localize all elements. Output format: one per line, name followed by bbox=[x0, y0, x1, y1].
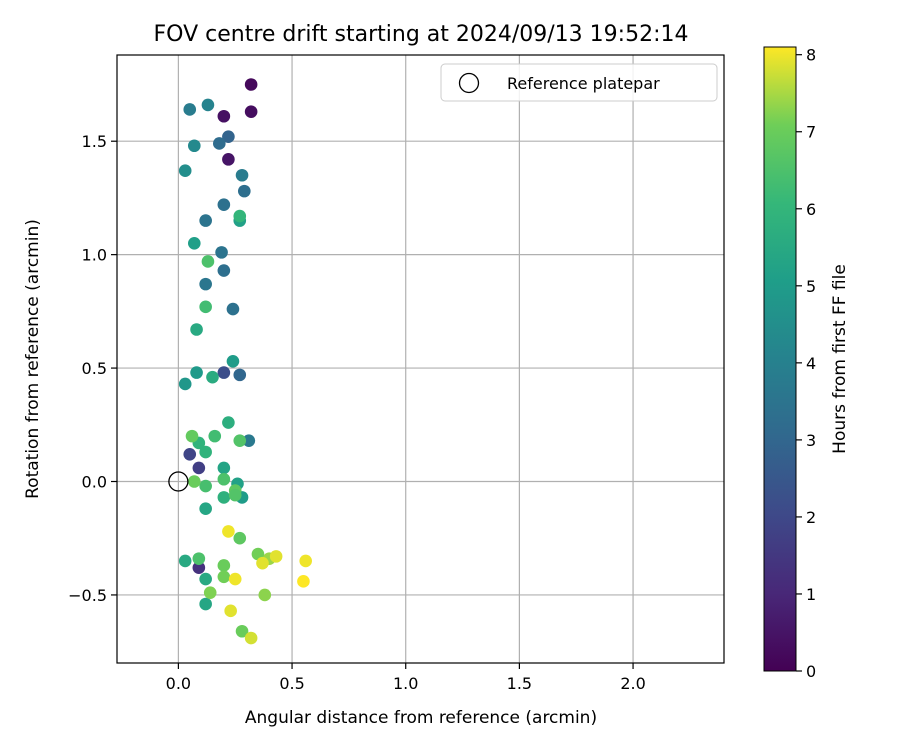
data-point bbox=[213, 137, 226, 150]
data-point bbox=[199, 300, 212, 314]
data-point bbox=[217, 472, 231, 486]
data-point bbox=[226, 354, 240, 368]
data-point bbox=[244, 631, 258, 645]
data-point bbox=[178, 554, 192, 568]
data-point bbox=[217, 109, 231, 123]
y-tick-label: 0.0 bbox=[82, 473, 107, 492]
x-tick-label: 1.5 bbox=[507, 674, 532, 693]
x-tick-label: 0.0 bbox=[166, 674, 191, 693]
data-point bbox=[208, 429, 222, 443]
data-point bbox=[256, 556, 269, 570]
data-point bbox=[233, 531, 247, 545]
y-tick-label: 1.0 bbox=[82, 246, 107, 265]
data-point bbox=[183, 103, 197, 116]
data-point bbox=[233, 434, 247, 447]
data-point bbox=[224, 604, 237, 618]
colorbar-tick-label: 3 bbox=[806, 431, 816, 450]
data-point bbox=[299, 554, 312, 568]
x-axis-ticks: 0.0 0.5 1.0 1.5 2.0 bbox=[166, 663, 646, 693]
data-point bbox=[235, 168, 249, 182]
data-point bbox=[199, 445, 212, 459]
data-point bbox=[222, 153, 235, 166]
plot-frame bbox=[116, 54, 725, 664]
data-point bbox=[233, 368, 247, 382]
x-tick-label: 1.0 bbox=[393, 674, 418, 693]
data-point bbox=[187, 139, 201, 153]
reference-platepar-marker bbox=[168, 471, 189, 492]
data-point bbox=[228, 488, 242, 502]
colorbar bbox=[763, 46, 797, 672]
data-point bbox=[199, 214, 212, 227]
legend: Reference platepar bbox=[440, 63, 718, 102]
data-point bbox=[178, 164, 192, 178]
data-point bbox=[192, 561, 206, 575]
colorbar-tick-label: 2 bbox=[806, 508, 816, 527]
colorbar-label: Hours from first FF file bbox=[830, 264, 850, 454]
data-point bbox=[183, 447, 197, 461]
data-point bbox=[235, 624, 249, 638]
data-point bbox=[297, 575, 310, 588]
data-point bbox=[228, 572, 242, 586]
data-point bbox=[217, 264, 231, 277]
data-point bbox=[201, 255, 215, 268]
data-point bbox=[217, 198, 231, 212]
chart-title: FOV centre drift starting at 2024/09/13 … bbox=[154, 22, 689, 47]
data-point bbox=[242, 434, 256, 447]
plot-area bbox=[117, 55, 724, 663]
colorbar-tick-label: 8 bbox=[806, 46, 816, 65]
colorbar-tick-label: 5 bbox=[806, 277, 816, 296]
data-point bbox=[187, 475, 201, 488]
data-point bbox=[215, 246, 228, 259]
data-point bbox=[185, 429, 199, 443]
colorbar-tick-label: 6 bbox=[806, 200, 816, 219]
data-point bbox=[222, 130, 235, 143]
data-point bbox=[178, 377, 192, 391]
data-point bbox=[201, 98, 215, 112]
y-axis-label: Rotation from reference (arcmin) bbox=[23, 219, 43, 499]
x-tick-label: 0.5 bbox=[279, 674, 304, 693]
data-point bbox=[206, 370, 219, 384]
data-point bbox=[244, 78, 258, 91]
data-point bbox=[244, 105, 258, 119]
y-tick-label: 1.5 bbox=[82, 132, 107, 151]
x-axis-label: Angular distance from reference (arcmin) bbox=[245, 708, 597, 728]
data-point bbox=[222, 416, 235, 429]
data-point bbox=[199, 277, 212, 291]
data-point bbox=[269, 550, 283, 563]
y-tick-label: 0.5 bbox=[82, 359, 107, 378]
data-point bbox=[217, 366, 231, 379]
data-point bbox=[190, 323, 203, 336]
data-point bbox=[192, 461, 206, 475]
data-point bbox=[217, 491, 231, 504]
data-point bbox=[233, 209, 247, 223]
x-tick-label: 2.0 bbox=[620, 674, 645, 693]
data-point bbox=[199, 572, 212, 586]
y-axis-ticks: −0.5 0.0 0.5 1.0 1.5 bbox=[68, 132, 117, 605]
colorbar-tick-label: 1 bbox=[806, 585, 816, 604]
legend-label-reference: Reference platepar bbox=[507, 74, 660, 93]
data-point bbox=[190, 366, 203, 379]
data-point bbox=[217, 559, 231, 572]
data-point bbox=[199, 597, 212, 611]
data-point bbox=[217, 461, 231, 475]
legend-box bbox=[440, 63, 718, 102]
data-point bbox=[217, 570, 231, 584]
colorbar-tick-label: 0 bbox=[806, 662, 816, 681]
data-point bbox=[226, 302, 240, 316]
data-point bbox=[199, 502, 212, 516]
data-points bbox=[168, 78, 312, 645]
colorbar-ticks: 0 1 2 3 4 5 6 7 8 bbox=[796, 46, 816, 681]
data-point bbox=[187, 236, 201, 250]
data-point bbox=[238, 184, 251, 198]
data-point bbox=[192, 552, 206, 565]
colorbar-tick-label: 7 bbox=[806, 123, 816, 142]
legend-marker-reference bbox=[458, 72, 480, 94]
data-point bbox=[199, 479, 212, 493]
data-point bbox=[203, 586, 217, 599]
data-point bbox=[222, 525, 235, 538]
y-tick-label: −0.5 bbox=[68, 586, 107, 605]
data-point bbox=[258, 588, 272, 602]
colorbar-tick-label: 4 bbox=[806, 354, 816, 373]
